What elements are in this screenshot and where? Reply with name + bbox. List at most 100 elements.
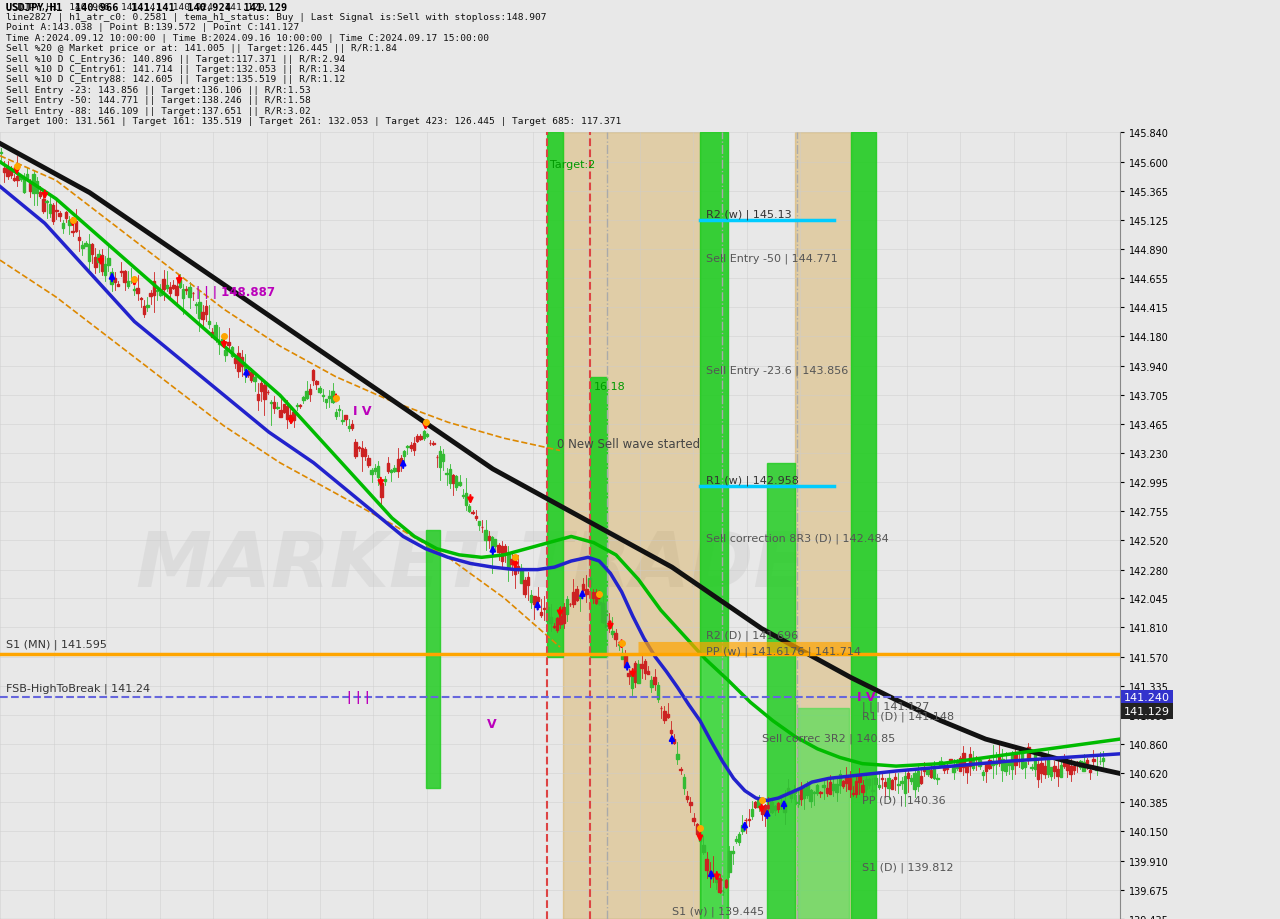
Bar xyxy=(758,800,760,808)
Bar xyxy=(692,818,695,822)
Bar xyxy=(137,289,140,294)
Bar xyxy=(1079,762,1082,767)
Bar xyxy=(13,179,15,181)
Bar xyxy=(1083,763,1085,771)
Text: S1 (w) | 139.445: S1 (w) | 139.445 xyxy=(672,906,764,916)
Bar xyxy=(751,809,754,816)
Text: Sell correction 8R3 (D) | 142.484: Sell correction 8R3 (D) | 142.484 xyxy=(705,533,888,543)
Bar xyxy=(45,202,47,203)
Bar xyxy=(536,597,539,601)
Bar xyxy=(914,773,916,789)
Text: 16.18: 16.18 xyxy=(594,381,626,391)
Bar xyxy=(91,245,93,255)
Bar xyxy=(1056,769,1059,777)
Bar xyxy=(845,777,847,783)
Bar xyxy=(494,539,497,547)
Bar xyxy=(891,780,893,789)
Bar xyxy=(646,672,649,675)
Bar xyxy=(110,273,113,285)
Bar xyxy=(143,307,146,314)
Bar xyxy=(65,213,68,220)
Bar xyxy=(1020,754,1023,768)
Bar xyxy=(490,538,493,552)
Bar xyxy=(795,133,851,919)
Bar xyxy=(448,470,451,483)
Bar xyxy=(224,351,227,356)
Bar xyxy=(731,851,733,854)
Bar xyxy=(205,307,207,314)
Bar xyxy=(703,845,704,852)
Bar xyxy=(315,381,317,384)
Bar xyxy=(454,477,457,487)
Bar xyxy=(357,447,360,448)
Text: | | | 141.127: | | | 141.127 xyxy=(863,700,929,710)
Bar xyxy=(556,618,558,630)
Bar xyxy=(159,293,161,295)
Bar xyxy=(910,778,913,781)
Bar xyxy=(851,133,876,919)
Text: V: V xyxy=(488,717,497,730)
Bar xyxy=(410,446,412,448)
Bar xyxy=(777,803,780,809)
Bar xyxy=(17,177,19,180)
Bar xyxy=(908,774,909,777)
Bar xyxy=(900,781,902,783)
Bar xyxy=(234,358,237,364)
Bar xyxy=(426,434,429,437)
Bar xyxy=(640,664,643,668)
Bar xyxy=(1014,754,1016,766)
Bar xyxy=(582,584,584,591)
Bar xyxy=(279,411,282,417)
Bar xyxy=(319,389,321,392)
Bar xyxy=(104,265,106,276)
Bar xyxy=(179,280,182,288)
Bar xyxy=(700,133,728,919)
Bar xyxy=(984,765,987,771)
Bar xyxy=(686,796,689,800)
Bar xyxy=(61,224,64,228)
Text: S1 (MN) | 141.595: S1 (MN) | 141.595 xyxy=(5,640,106,650)
Bar xyxy=(416,436,419,441)
Bar xyxy=(237,354,239,371)
Bar xyxy=(849,777,851,789)
Bar xyxy=(442,455,444,461)
Bar xyxy=(452,475,454,483)
Bar xyxy=(1053,766,1056,771)
Bar xyxy=(285,407,288,420)
Text: PP (w) | 141.6176 | 141.714: PP (w) | 141.6176 | 141.714 xyxy=(705,646,860,656)
Bar xyxy=(595,592,598,604)
Bar xyxy=(260,383,262,391)
Bar xyxy=(699,834,701,841)
Bar xyxy=(458,483,461,485)
Bar xyxy=(855,781,858,794)
Bar xyxy=(547,133,563,657)
Bar xyxy=(513,560,516,574)
Bar xyxy=(207,322,210,324)
Bar xyxy=(927,769,929,774)
Bar xyxy=(923,770,925,771)
Bar xyxy=(667,715,669,717)
Bar xyxy=(634,664,636,683)
Bar xyxy=(796,795,799,804)
Bar xyxy=(575,589,577,600)
Bar xyxy=(716,877,718,881)
Bar xyxy=(526,577,529,585)
Bar xyxy=(477,521,480,525)
Bar xyxy=(175,287,178,296)
Bar xyxy=(676,754,678,759)
Bar xyxy=(140,299,142,300)
Bar xyxy=(1073,766,1075,771)
Bar xyxy=(933,769,936,778)
Bar xyxy=(1043,766,1046,774)
Bar xyxy=(422,431,425,438)
Bar xyxy=(1066,761,1069,770)
Bar xyxy=(563,133,700,919)
Bar xyxy=(543,608,545,609)
Text: R1 (D) | 141.148: R1 (D) | 141.148 xyxy=(863,710,955,721)
Bar xyxy=(589,579,591,586)
Bar xyxy=(790,793,792,799)
Bar xyxy=(243,365,246,371)
Bar xyxy=(644,662,646,673)
Text: FSB-HighToBreak | 141.24: FSB-HighToBreak | 141.24 xyxy=(5,683,150,693)
Bar xyxy=(617,644,620,646)
